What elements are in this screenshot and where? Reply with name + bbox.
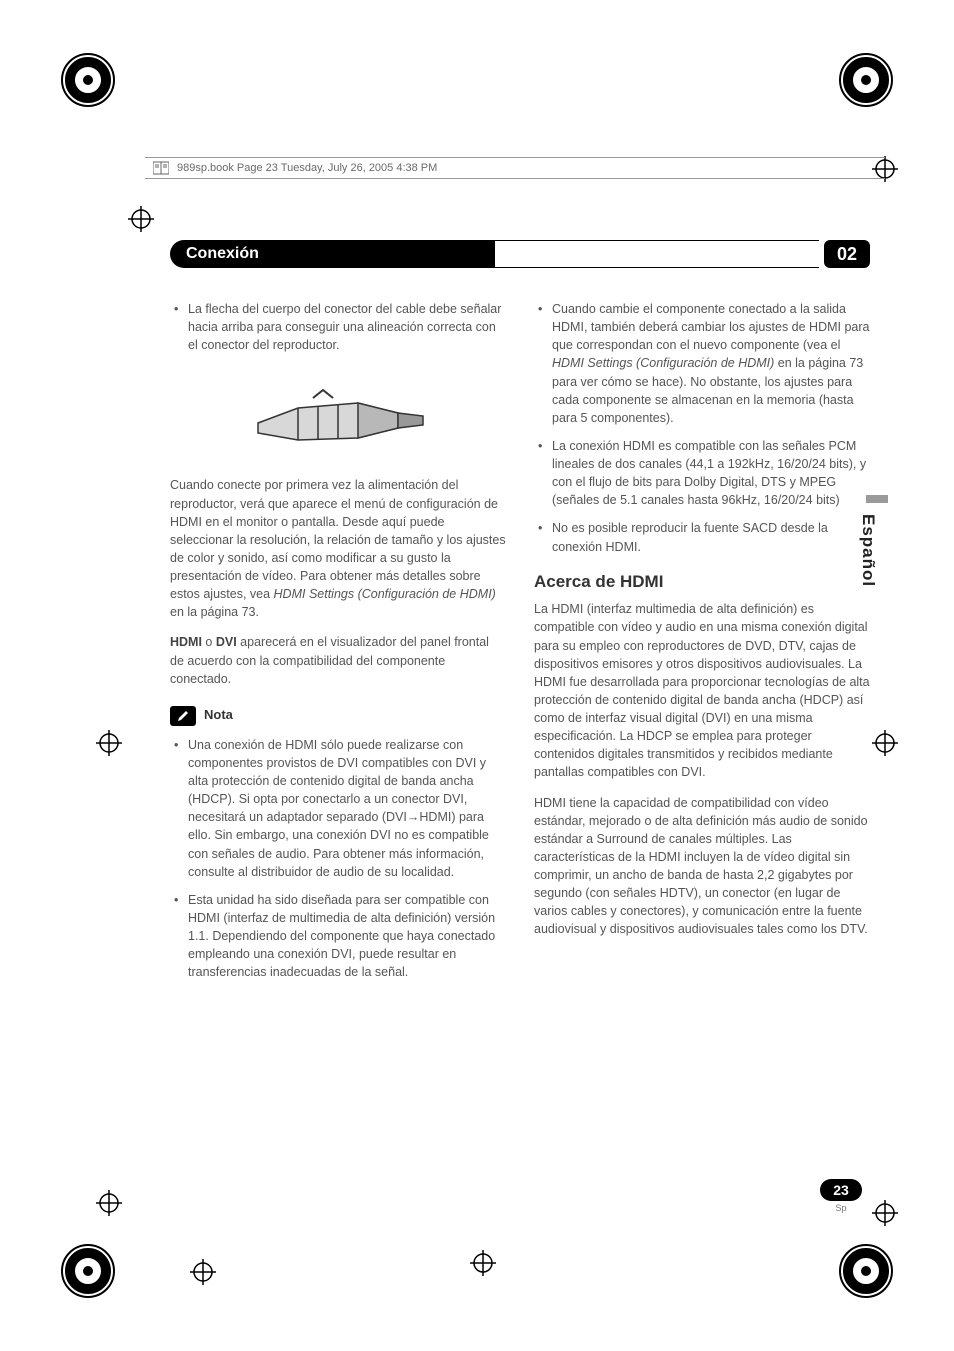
paragraph: La HDMI (interfaz multimedia de alta def… xyxy=(534,600,870,781)
chapter-title: Conexión xyxy=(170,240,818,268)
bullet-item: La conexión HDMI es compatible con las s… xyxy=(552,437,870,510)
reg-mark-tr xyxy=(836,50,896,110)
paragraph: HDMI o DVI aparecerá en el visualizador … xyxy=(170,633,506,687)
note-heading: Nota xyxy=(170,706,506,726)
reg-mark-br xyxy=(836,1241,896,1301)
print-header-text: 989sp.book Page 23 Tuesday, July 26, 200… xyxy=(177,162,437,174)
column-right: Cuando cambie el componente conectado a … xyxy=(534,300,870,991)
chapter-bar: Conexión 02 xyxy=(170,240,870,268)
page-lang: Sp xyxy=(820,1203,862,1213)
page-number: 23 xyxy=(820,1179,862,1201)
bullet-item: No es posible reproducir la fuente SACD … xyxy=(552,519,870,555)
paragraph: Cuando conecte por primera vez la alimen… xyxy=(170,476,506,621)
crosshair-icon xyxy=(128,206,154,232)
crosshair-icon xyxy=(190,1259,216,1285)
reg-mark-bl xyxy=(58,1241,118,1301)
print-header: 989sp.book Page 23 Tuesday, July 26, 200… xyxy=(145,157,885,179)
paragraph: HDMI tiene la capacidad de compatibilida… xyxy=(534,794,870,939)
column-left: La flecha del cuerpo del conector del ca… xyxy=(170,300,506,991)
chapter-number: 02 xyxy=(824,240,870,268)
section-heading: Acerca de HDMI xyxy=(534,570,870,595)
crosshair-icon xyxy=(872,730,898,756)
crosshair-icon xyxy=(96,730,122,756)
pencil-icon xyxy=(170,706,196,726)
hdmi-connector-illustration xyxy=(248,368,428,458)
book-icon xyxy=(153,161,169,175)
crosshair-icon xyxy=(470,1250,496,1276)
content-area: La flecha del cuerpo del conector del ca… xyxy=(170,300,870,991)
page-badge: 23 Sp xyxy=(820,1179,862,1213)
bullet-item: Esta unidad ha sido diseñada para ser co… xyxy=(188,891,506,982)
bullet-item: Una conexión de HDMI sólo puede realizar… xyxy=(188,736,506,881)
bullet-item: La flecha del cuerpo del conector del ca… xyxy=(188,300,506,354)
bullet-item: Cuando cambie el componente conectado a … xyxy=(552,300,870,427)
crosshair-icon xyxy=(872,1200,898,1226)
crosshair-icon xyxy=(96,1190,122,1216)
reg-mark-tl xyxy=(58,50,118,110)
